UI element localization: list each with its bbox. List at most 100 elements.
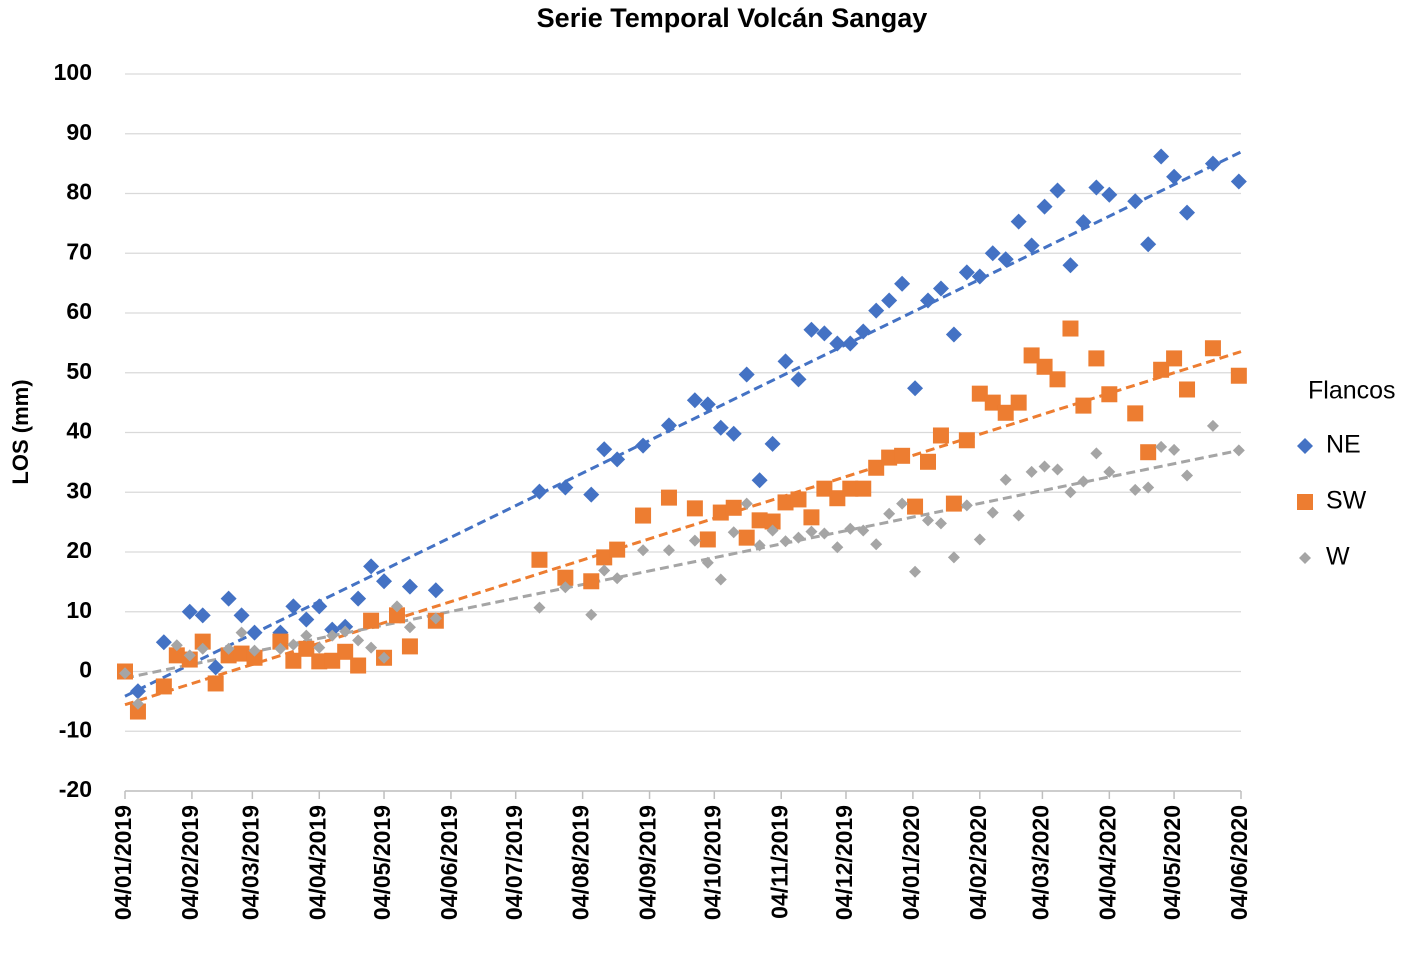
legend-label: SW (1326, 487, 1367, 515)
point (531, 551, 548, 568)
point (274, 642, 287, 655)
x-tick-label: 04/06/2019 (436, 805, 462, 920)
y-axis-label: LOS (mm) (8, 379, 33, 484)
point (298, 611, 315, 628)
point (155, 678, 172, 695)
point (997, 404, 1014, 421)
point (764, 435, 781, 452)
point (611, 572, 624, 585)
x-tick-label: 04/03/2020 (1027, 805, 1053, 920)
point (883, 507, 896, 520)
point (181, 603, 198, 620)
point (313, 641, 326, 654)
x-tick-label: 04/11/2019 (766, 805, 792, 919)
point (740, 497, 753, 510)
point (855, 323, 872, 340)
x-tick-label: 04/02/2019 (177, 805, 203, 920)
point (1140, 444, 1157, 461)
point (868, 459, 885, 476)
x-tick-label: 04/05/2019 (369, 805, 395, 920)
point (701, 556, 714, 569)
x-tick-label: 04/05/2020 (1159, 805, 1185, 920)
point (1049, 182, 1066, 199)
point (920, 453, 937, 470)
x-tick-label: 04/04/2020 (1094, 805, 1120, 920)
point (401, 578, 418, 595)
point (686, 392, 703, 409)
point (932, 280, 949, 297)
point (1062, 320, 1079, 337)
point (1166, 350, 1183, 367)
trend-line (124, 350, 1242, 707)
point (401, 638, 418, 655)
point (1204, 155, 1221, 172)
point (986, 506, 999, 519)
point (1038, 460, 1051, 473)
point (220, 590, 237, 607)
point (557, 569, 574, 586)
point (984, 245, 1001, 262)
point (818, 527, 831, 540)
point (311, 653, 328, 670)
point (635, 437, 652, 454)
point (751, 472, 768, 489)
point (971, 385, 988, 402)
y-tick-label: 100 (54, 59, 92, 85)
point (842, 335, 859, 352)
point (1025, 465, 1038, 478)
point (1051, 463, 1064, 476)
x-tick-label: 04/06/2020 (1226, 805, 1252, 920)
point (907, 380, 924, 397)
point (183, 649, 196, 662)
grid (125, 73, 1241, 792)
point (738, 366, 755, 383)
point (324, 652, 341, 669)
point (1168, 443, 1181, 456)
point (1023, 347, 1040, 364)
point (779, 535, 792, 548)
point (1101, 386, 1118, 403)
point (1010, 394, 1027, 411)
point (363, 612, 380, 629)
point (390, 600, 403, 613)
point (945, 495, 962, 512)
point (816, 325, 833, 342)
trend-line (124, 448, 1242, 680)
point (1077, 475, 1090, 488)
point (725, 499, 742, 516)
x-tick-label: 04/08/2019 (568, 805, 594, 920)
point (947, 551, 960, 564)
point (285, 598, 302, 615)
point (119, 667, 131, 680)
point (738, 529, 755, 546)
point (637, 544, 650, 557)
point (660, 489, 677, 506)
point (246, 624, 263, 641)
point (1230, 173, 1247, 190)
point (686, 500, 703, 517)
point (1103, 465, 1116, 478)
legend-marker (1297, 438, 1313, 454)
point (999, 473, 1012, 486)
point (363, 558, 380, 575)
point (792, 531, 805, 544)
x-tick-label: 04/07/2019 (501, 805, 527, 920)
point (844, 522, 857, 535)
point (870, 538, 883, 551)
trend-lines (124, 150, 1242, 707)
x-tick-label: 04/09/2019 (635, 805, 661, 920)
point (207, 675, 224, 692)
point (997, 251, 1014, 268)
point (609, 451, 626, 468)
x-tick-label: 04/03/2019 (237, 805, 263, 920)
point (585, 608, 598, 621)
point (376, 573, 393, 590)
point (557, 479, 574, 496)
point (831, 541, 844, 554)
point (1155, 440, 1168, 453)
point (168, 647, 185, 664)
point (688, 534, 701, 547)
point (337, 643, 354, 660)
point (1049, 371, 1066, 388)
point (984, 394, 1001, 411)
